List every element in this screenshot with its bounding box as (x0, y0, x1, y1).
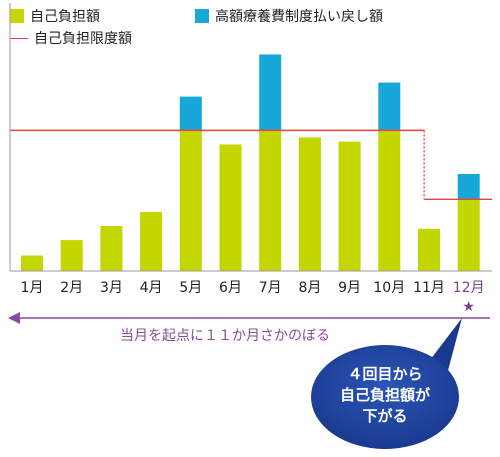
star-marker: ★ (462, 299, 475, 315)
bar-self-pay-8 (298, 137, 321, 271)
callout-text: ４回目から 自己負担額が 下がる (317, 364, 453, 427)
x-tick-label-5: 5月 (179, 280, 202, 296)
bar-self-pay-2 (60, 240, 83, 271)
bar-self-pay-3 (100, 226, 123, 271)
legend-limit: 自己負担限度額 (10, 28, 132, 48)
bar-self-pay-9 (338, 141, 361, 271)
callout-line-1: ４回目から (347, 365, 423, 383)
tick-labels-group: 1月 2月 3月 4月 5月 6月 7月 8月 9月 10月 11月 12月 ★ (21, 280, 485, 315)
range-arrow-label: 当月を起点に１１か月さかのぼる (120, 328, 330, 344)
legend-label-refund: 高額療養費制度払い戻し額 (215, 9, 383, 25)
bar-self-pay-11 (418, 228, 440, 271)
bar-self-pay-12 (457, 199, 480, 271)
bar-refund-12 (457, 173, 480, 200)
legend-swatch-refund (195, 9, 209, 23)
bar-self-pay-10 (378, 130, 401, 271)
x-tick-label-10: 10月 (373, 280, 405, 296)
callout-line-2: 自己負担額が (339, 386, 430, 404)
x-tick-label-2: 2月 (60, 280, 83, 296)
bar-self-pay-7 (259, 130, 282, 271)
x-tick-label-8: 8月 (298, 280, 321, 296)
legend-refund: 高額療養費制度払い戻し額 (195, 6, 383, 26)
legend-label-limit: 自己負担限度額 (34, 31, 132, 47)
callout-bubble-group (311, 318, 462, 449)
legend-line-limit (10, 38, 28, 39)
x-tick-label-3: 3月 (100, 280, 123, 296)
bar-self-pay-1 (21, 255, 43, 271)
range-arrow-group: 当月を起点に１１か月さかのぼる (8, 312, 490, 344)
bar-refund-10 (378, 82, 401, 131)
legend-label-self-pay: 自己負担額 (30, 9, 100, 25)
axes-group (9, 3, 492, 272)
bar-self-pay-4 (140, 211, 163, 271)
x-tick-label-9: 9月 (338, 280, 361, 296)
x-tick-label-12: 12月 (453, 280, 485, 296)
limit-line-group (10, 129, 492, 200)
bar-refund-7 (259, 54, 282, 131)
x-tick-label-4: 4月 (140, 280, 163, 296)
callout-line-3: 下がる (362, 407, 408, 425)
bar-self-pay-5 (179, 130, 202, 271)
bar-refund-5 (179, 96, 202, 131)
callout-bubble (311, 345, 459, 449)
legend-swatch-self-pay (10, 9, 24, 23)
legend-self-pay: 自己負担額 (10, 6, 100, 26)
range-arrow-head (8, 312, 20, 324)
x-tick-label-7: 7月 (259, 280, 282, 296)
bars-group (21, 54, 480, 271)
x-tick-label-11: 11月 (413, 280, 445, 296)
x-tick-label-6: 6月 (219, 280, 242, 296)
bar-self-pay-6 (219, 144, 242, 271)
x-tick-label-1: 1月 (21, 280, 44, 296)
